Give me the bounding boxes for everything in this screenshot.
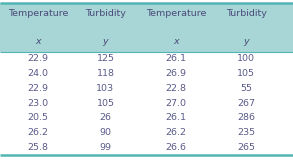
Text: 22.9: 22.9 — [28, 54, 49, 63]
Text: 118: 118 — [96, 69, 115, 78]
Text: 26.1: 26.1 — [165, 54, 186, 63]
Text: 22.8: 22.8 — [165, 84, 186, 93]
Text: 24.0: 24.0 — [28, 69, 49, 78]
Text: 105: 105 — [96, 99, 115, 108]
Text: 26.1: 26.1 — [165, 113, 186, 122]
Text: 286: 286 — [237, 113, 255, 122]
Bar — [0, 3, 293, 52]
Text: 99: 99 — [100, 143, 111, 152]
Text: 235: 235 — [237, 128, 255, 137]
Text: x: x — [35, 37, 41, 46]
Text: Temperature: Temperature — [8, 9, 68, 18]
Text: 105: 105 — [237, 69, 255, 78]
Text: 23.0: 23.0 — [28, 99, 49, 108]
Text: 103: 103 — [96, 84, 115, 93]
Text: 265: 265 — [237, 143, 255, 152]
Text: 22.9: 22.9 — [28, 84, 49, 93]
Text: Turbidity: Turbidity — [85, 9, 126, 18]
Text: 26.9: 26.9 — [165, 69, 186, 78]
Text: 267: 267 — [237, 99, 255, 108]
Text: Turbidity: Turbidity — [226, 9, 267, 18]
Text: y: y — [243, 37, 249, 46]
Text: x: x — [173, 37, 179, 46]
Text: 27.0: 27.0 — [165, 99, 186, 108]
Text: 125: 125 — [96, 54, 115, 63]
Text: 26: 26 — [100, 113, 111, 122]
Text: 26.2: 26.2 — [165, 128, 186, 137]
Text: 55: 55 — [240, 84, 252, 93]
Text: 26.6: 26.6 — [165, 143, 186, 152]
Text: 25.8: 25.8 — [28, 143, 49, 152]
Text: 90: 90 — [100, 128, 111, 137]
Text: y: y — [103, 37, 108, 46]
Text: Temperature: Temperature — [146, 9, 206, 18]
Text: 20.5: 20.5 — [28, 113, 49, 122]
Text: 26.2: 26.2 — [28, 128, 49, 137]
Text: 100: 100 — [237, 54, 255, 63]
